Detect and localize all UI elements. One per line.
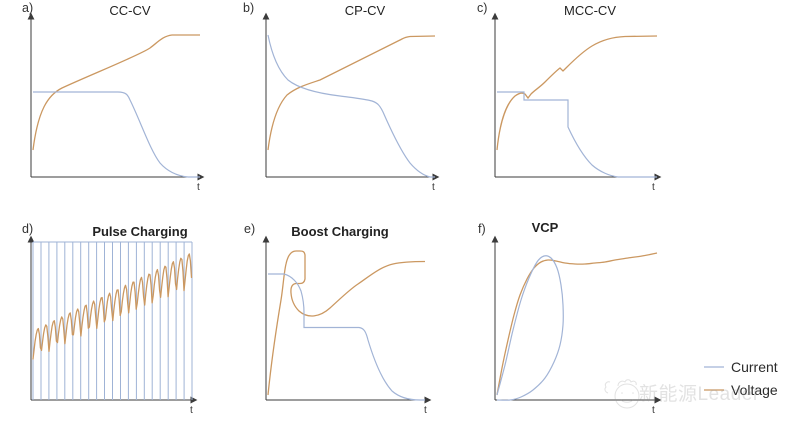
svg-text:VCP: VCP <box>532 220 559 235</box>
svg-text:MCC-CV: MCC-CV <box>564 3 616 18</box>
svg-text:t: t <box>652 405 655 416</box>
svg-text:t: t <box>432 182 435 193</box>
svg-text:Boost Charging: Boost Charging <box>291 224 389 239</box>
svg-text:CP-CV: CP-CV <box>345 3 386 18</box>
svg-text:b): b) <box>243 1 254 15</box>
svg-text:新能源Leader: 新能源Leader <box>639 383 760 405</box>
svg-text:Pulse Charging: Pulse Charging <box>92 224 187 239</box>
svg-text:c): c) <box>477 1 487 15</box>
svg-text:a): a) <box>22 1 33 15</box>
svg-text:Current: Current <box>731 359 778 375</box>
svg-text:e): e) <box>244 222 255 236</box>
svg-text:d): d) <box>22 222 33 236</box>
svg-text:t: t <box>190 405 193 416</box>
svg-text:f): f) <box>478 222 486 236</box>
svg-text:t: t <box>652 182 655 193</box>
svg-text:CC-CV: CC-CV <box>109 3 150 18</box>
svg-text:t: t <box>197 182 200 193</box>
svg-text:t: t <box>424 405 427 416</box>
